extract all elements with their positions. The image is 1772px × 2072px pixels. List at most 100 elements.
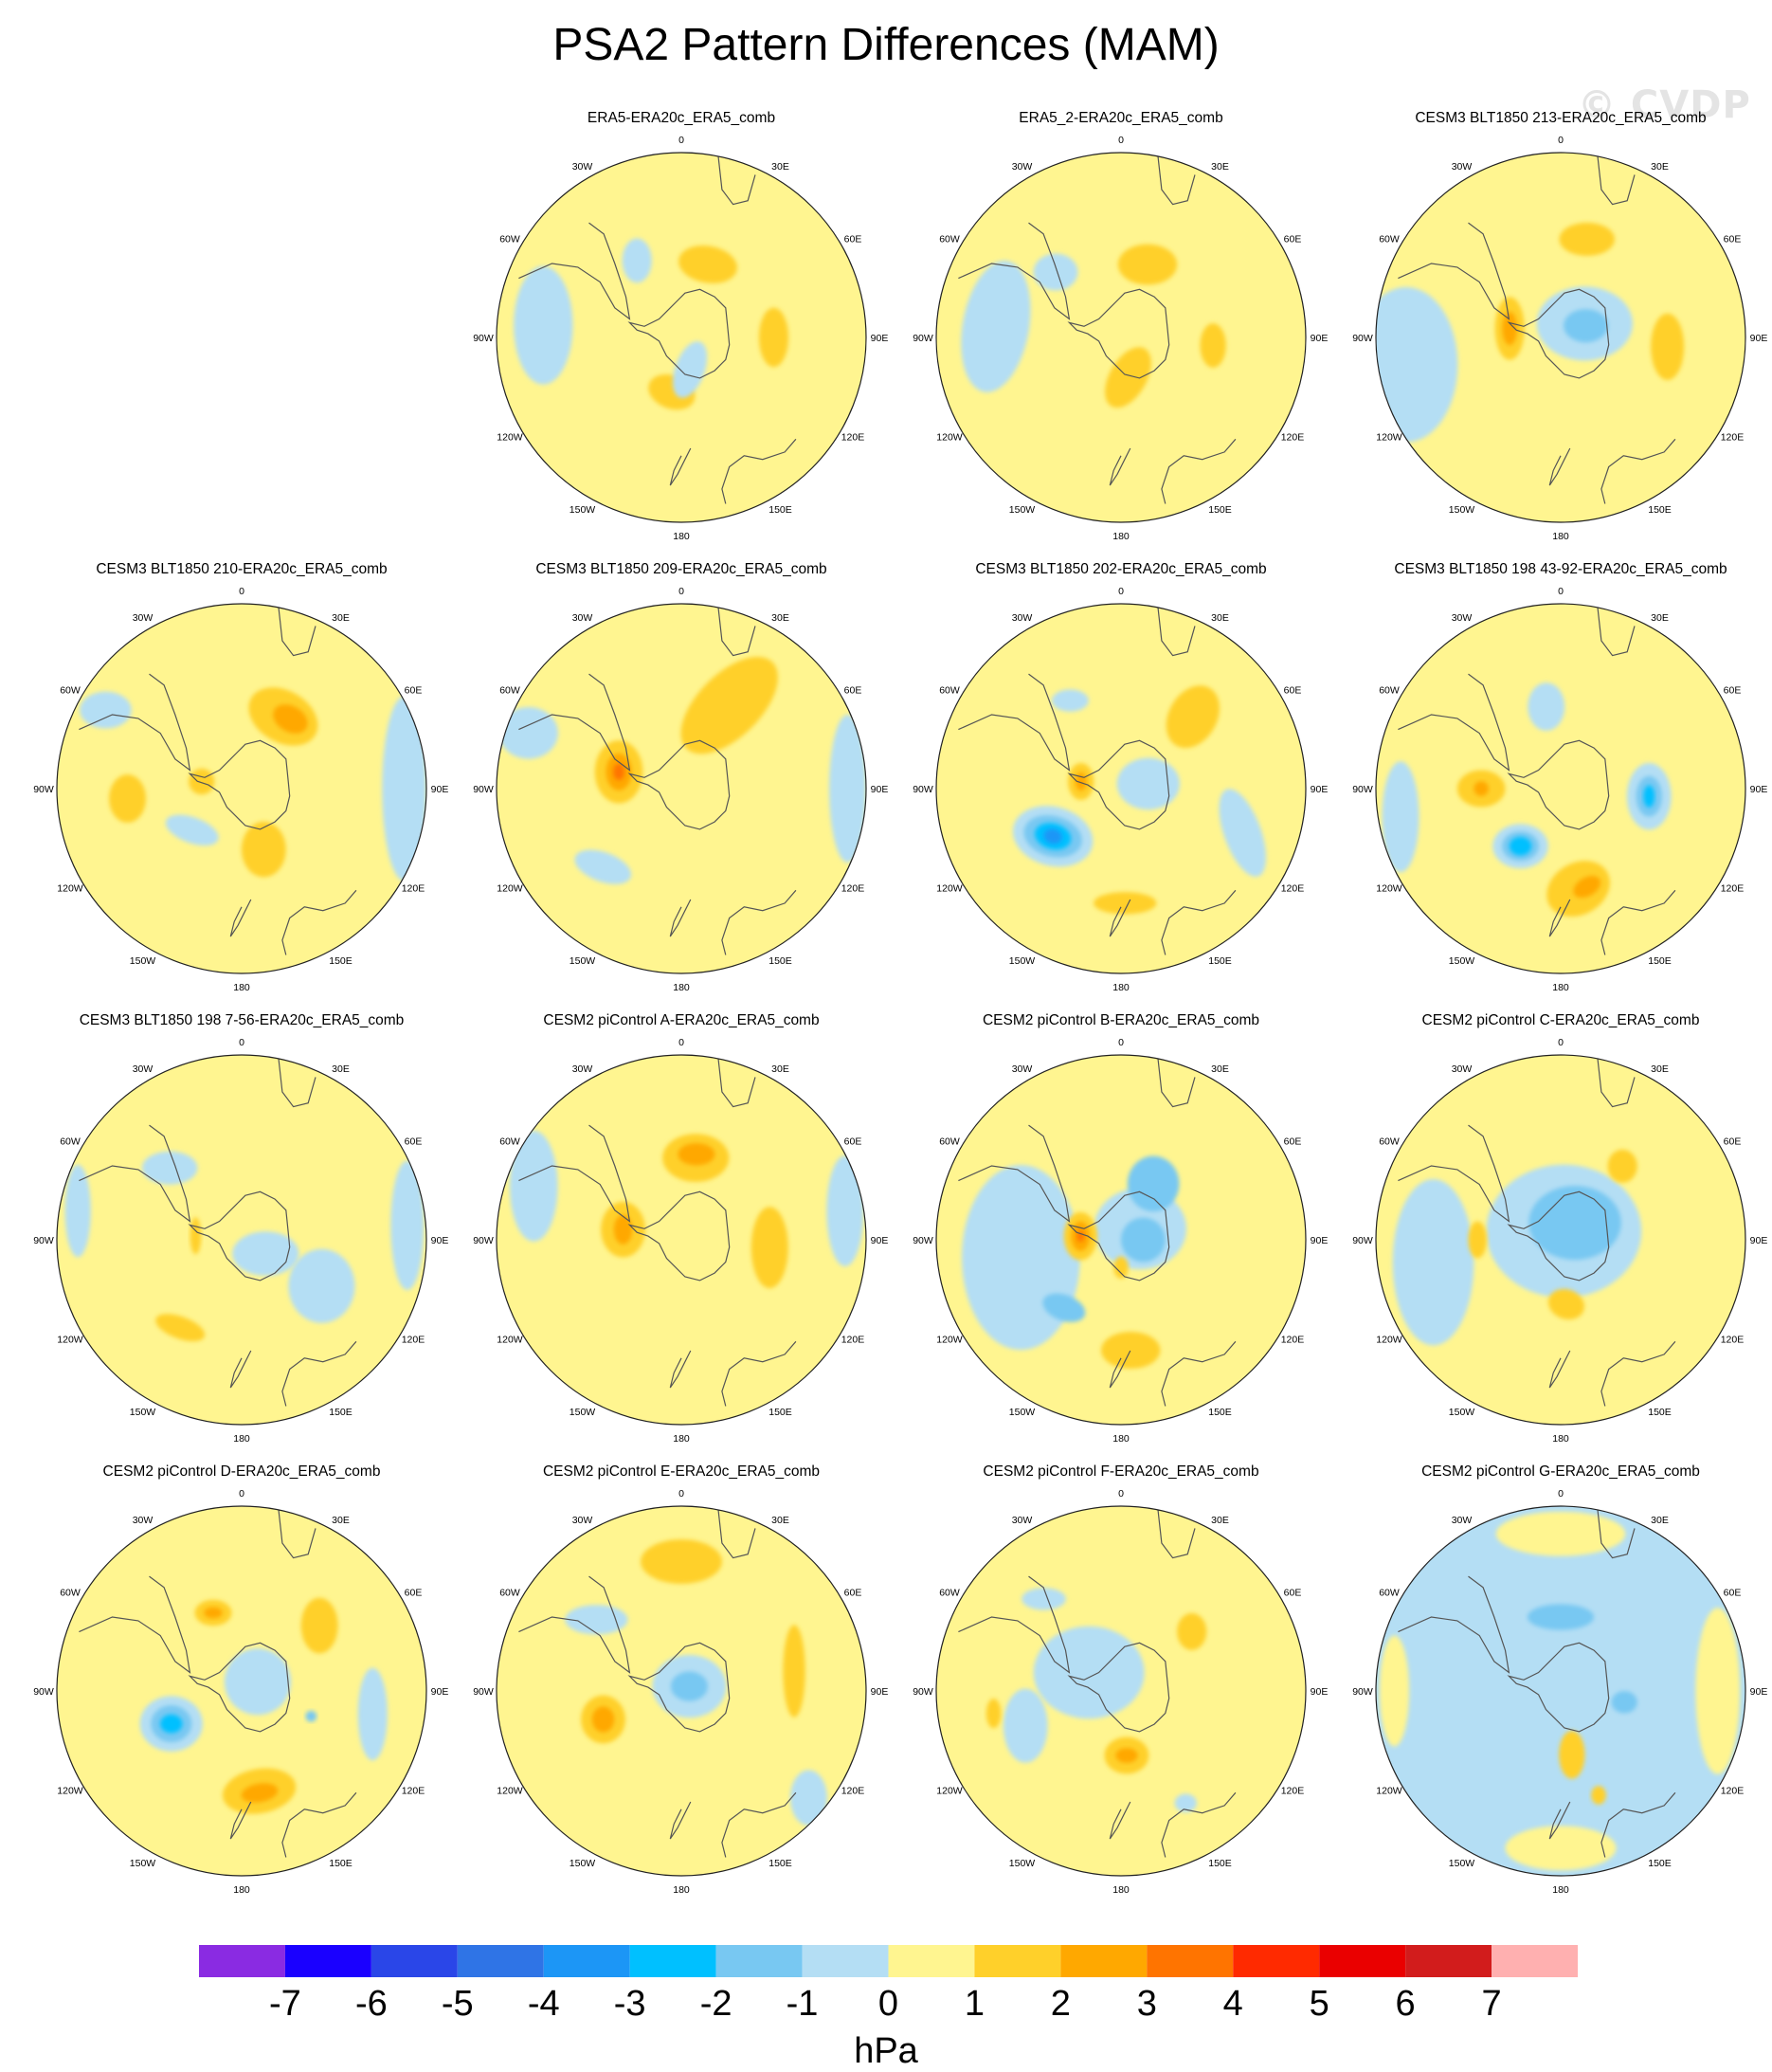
longitude-label: 120E — [1721, 1335, 1745, 1346]
colorbar-tick-label: -4 — [528, 1984, 560, 2024]
anomaly-contour — [300, 1597, 338, 1654]
map-boundary — [935, 1054, 1307, 1426]
longitude-label: 0 — [1118, 1037, 1124, 1048]
coastline — [627, 1642, 731, 1733]
longitude-label: 60W — [1379, 1136, 1400, 1148]
colorbar-swatch — [1319, 1945, 1406, 1977]
longitude-label: 150E — [1208, 504, 1232, 516]
longitude-label: 150W — [570, 1407, 596, 1418]
longitude-label: 30E — [1211, 161, 1229, 173]
longitude-label: 30E — [332, 612, 350, 624]
anomaly-contour — [1591, 1786, 1606, 1805]
coastline — [1161, 1791, 1237, 1858]
colorbar-swatch — [1233, 1945, 1320, 1977]
anomaly-contour — [672, 341, 708, 398]
coastline — [669, 1350, 692, 1389]
polar-map: 0 30E 60E 90E 120E 150E 180 150W 120W 90W 60W 30W — [913, 1037, 1329, 1445]
coastline — [518, 673, 631, 772]
longitude-label: 180 — [673, 982, 690, 993]
map-boundary — [1375, 1505, 1746, 1877]
longitude-label: 0 — [678, 1037, 684, 1048]
anomaly-contour — [789, 1770, 827, 1827]
coastline — [1398, 222, 1510, 320]
anomaly-contour — [1043, 828, 1062, 845]
colorbar-swatch — [371, 1945, 458, 1977]
anomaly-contour — [190, 1217, 202, 1255]
anomaly-contour — [1219, 789, 1267, 877]
panel-title: CESM3 BLT1850 210-ERA20c_ERA5_comb — [96, 561, 388, 577]
coastline — [188, 739, 291, 830]
coastline — [79, 1575, 191, 1674]
map-panel: CESM3 BLT1850 209-ERA20c_ERA5_comb 0 30E 60… — [462, 561, 900, 999]
anomaly-contour — [1115, 1748, 1138, 1763]
longitude-label: 150E — [1208, 955, 1232, 967]
colorbar-tick-label: 3 — [1137, 1984, 1157, 2024]
longitude-label: 90W — [1352, 1235, 1373, 1246]
colorbar-tick-label: -1 — [787, 1984, 819, 2024]
longitude-label: 120W — [497, 883, 523, 895]
longitude-label: 0 — [1118, 586, 1124, 597]
coastline — [627, 288, 731, 379]
colorbar-tick-label: -5 — [442, 1984, 474, 2024]
longitude-label: 180 — [1552, 1433, 1569, 1445]
colorbar-tick-label: -7 — [269, 1984, 301, 2024]
coastline — [1109, 1801, 1131, 1840]
coastline — [229, 1350, 252, 1389]
panel-title: CESM2 piControl G-ERA20c_ERA5_comb — [1421, 1463, 1700, 1480]
longitude-label: 120W — [1376, 883, 1402, 895]
longitude-label: 150W — [130, 1407, 156, 1418]
longitude-label: 150W — [1009, 1858, 1036, 1869]
map-background — [1376, 1506, 1745, 1876]
longitude-label: 180 — [233, 982, 250, 993]
coastline — [717, 155, 756, 206]
coastline — [721, 889, 797, 955]
map-background — [936, 153, 1306, 522]
coastline — [1507, 1642, 1610, 1733]
anomaly-contour — [1547, 1288, 1585, 1320]
coastline — [1109, 899, 1131, 937]
longitude-label: 120W — [57, 1786, 83, 1797]
anomaly-contour — [783, 1625, 805, 1718]
anomaly-contour — [1033, 253, 1078, 291]
longitude-label: 180 — [233, 1433, 250, 1445]
longitude-label: 90E — [1311, 1686, 1329, 1698]
panel-title: CESM2 piControl E-ERA20c_ERA5_comb — [542, 1463, 821, 1480]
longitude-label: 120E — [402, 1335, 425, 1346]
longitude-label: 150W — [570, 504, 596, 516]
coastline — [721, 1791, 797, 1858]
map-boundary — [496, 1505, 867, 1877]
longitude-label: 90W — [1352, 1686, 1373, 1698]
colorbar-tick-label: 4 — [1223, 1984, 1243, 2024]
coastline — [1161, 889, 1237, 955]
longitude-label: 150W — [130, 1858, 156, 1869]
anomaly-contour — [961, 1165, 1080, 1351]
longitude-label: 90E — [1750, 333, 1768, 344]
units-label: hPa — [854, 2031, 918, 2071]
longitude-label: 90E — [871, 1686, 889, 1698]
colorbar-swatch — [715, 1945, 803, 1977]
anomaly-contour — [1474, 781, 1489, 796]
map-panel: CESM2 piControl G-ERA20c_ERA5_comb 0 30E 60… — [1342, 1463, 1772, 1901]
polar-map: 0 30E 60E 90E 120E 150E 180 150W 120W 90W 60W 30W — [473, 1488, 889, 1896]
longitude-label: 0 — [239, 1488, 244, 1499]
coastline — [1157, 1509, 1196, 1559]
coastline — [669, 1801, 692, 1840]
map-boundary — [935, 152, 1307, 523]
longitude-label: 90E — [1311, 1235, 1329, 1246]
coastline — [1597, 607, 1636, 657]
longitude-label: 90E — [871, 784, 889, 795]
coastline — [1597, 1509, 1636, 1559]
longitude-label: 60W — [499, 685, 520, 697]
polar-map: 0 30E 60E 90E 120E 150E 180 150W 120W 90W 60W 30W — [33, 586, 448, 993]
longitude-label: 180 — [1112, 1884, 1130, 1896]
anomaly-contour — [1174, 1793, 1197, 1812]
longitude-label: 60W — [60, 685, 81, 697]
polar-map: 0 30E 60E 90E 120E 150E 180 150W 120W 90W 60W 30W — [913, 135, 1328, 542]
anomaly-contour — [1495, 1511, 1626, 1556]
coastline — [1157, 1058, 1196, 1108]
longitude-label: 90E — [431, 1235, 449, 1246]
coastline — [1109, 447, 1131, 486]
longitude-label: 60E — [1284, 1588, 1302, 1599]
anomaly-contour — [1166, 685, 1220, 749]
longitude-label: 90E — [1750, 1686, 1768, 1698]
